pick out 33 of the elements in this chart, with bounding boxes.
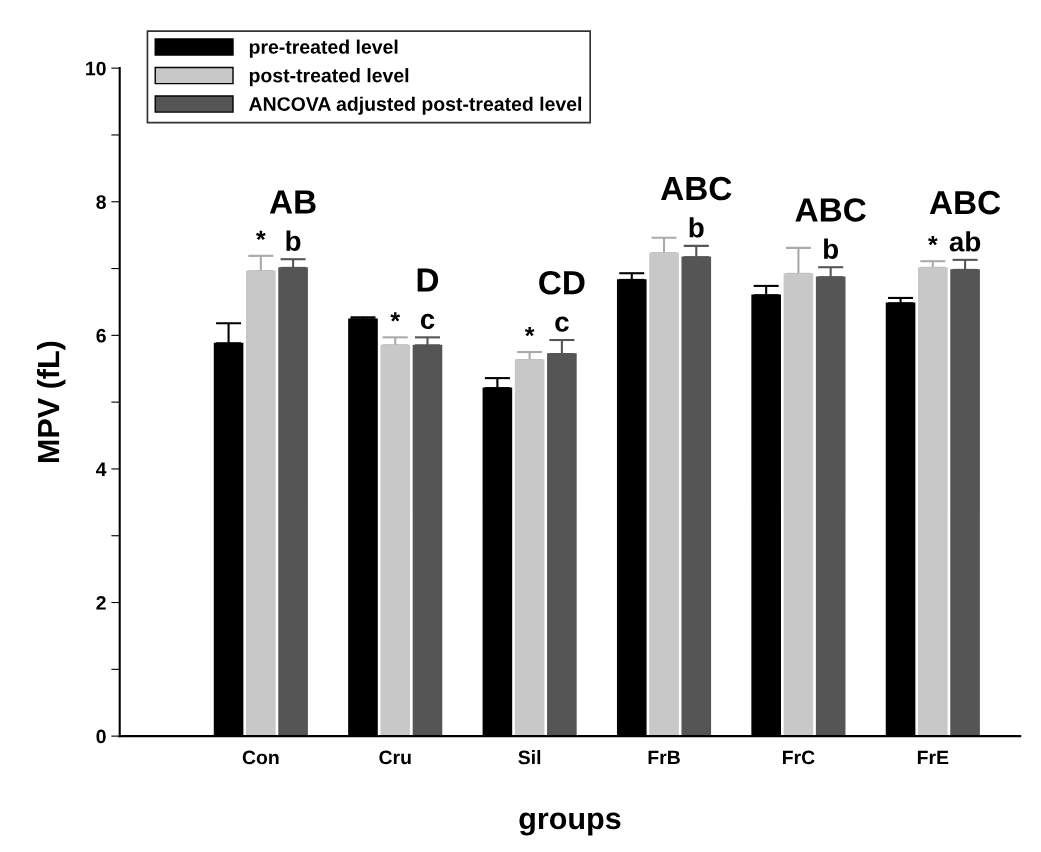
data-label: * [390, 312, 401, 322]
x-tick-label: Sil [518, 750, 541, 765]
data-label: c [420, 313, 435, 330]
annotation: AB [269, 190, 316, 214]
y-tick-label: 0 [96, 729, 106, 744]
y-axis-title: MPV (fL) [36, 341, 66, 463]
annotation: ABC [929, 190, 1001, 215]
x-tick-label: Con [242, 750, 279, 765]
data-label: ab [949, 231, 981, 252]
legend-label: pre-treated level [249, 39, 398, 58]
x-tick-label: FrE [917, 750, 949, 765]
y-tick-label: 10 [86, 61, 106, 76]
x-tick-label: FrB [648, 750, 680, 765]
annotation: ABC [661, 176, 732, 201]
annotation: D [417, 268, 439, 292]
data-label: c [555, 316, 569, 332]
x-axis-title: groups [519, 812, 621, 836]
data-label: * [928, 236, 938, 246]
data-label: b [286, 230, 301, 251]
y-tick-label: 8 [96, 195, 106, 209]
legend-label: ANCOVA adjusted post-treated level [249, 96, 582, 115]
data-label: * [524, 326, 535, 337]
data-label: * [256, 230, 266, 240]
x-tick-label: Cru [379, 750, 411, 765]
data-label: b [824, 238, 839, 259]
data-label: b [689, 217, 704, 238]
annotation: CD [539, 270, 585, 295]
annotation: ABC [795, 198, 866, 222]
y-tick-label: 4 [96, 462, 107, 476]
y-tick-label: 6 [96, 328, 106, 343]
y-tick-label: 2 [96, 596, 106, 610]
legend-label: post-treated level [249, 68, 409, 87]
x-tick-label: FrC [782, 750, 815, 765]
